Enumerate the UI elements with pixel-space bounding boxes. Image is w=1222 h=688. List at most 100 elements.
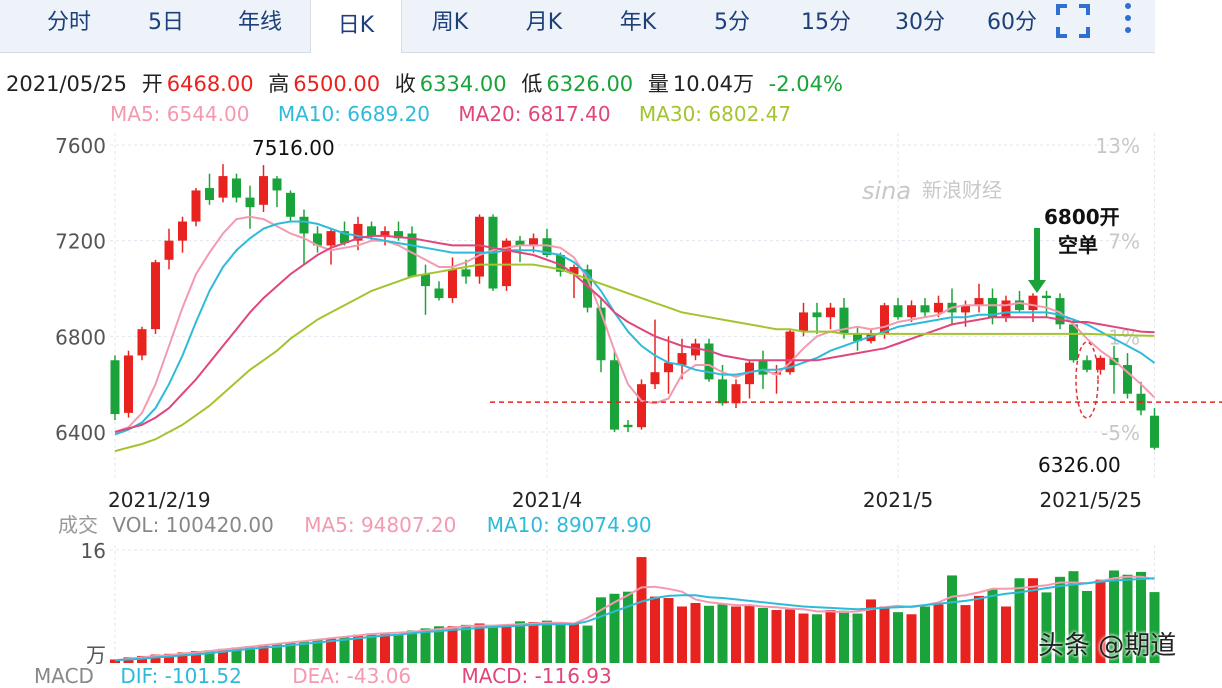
vol-unit-label: 万 [86,643,106,667]
candle-body [137,329,147,356]
candle-body [191,190,201,222]
volume-bar [1028,578,1038,663]
tab-monthly-k[interactable]: 月K [525,10,563,35]
candle-body [245,197,255,208]
close-label: 收 [394,72,416,96]
volume-bar [704,605,714,663]
tab-yearline[interactable]: 年线 [237,10,282,35]
tab-15min[interactable]: 15分 [801,10,851,35]
candle-body [691,343,700,356]
tab-60min[interactable]: 60分 [987,10,1037,35]
candle-body [853,333,862,342]
volume-bar [420,628,431,663]
ma20-legend: MA20: 6817.40 [458,102,611,126]
more-vertical-icon[interactable] [1118,0,1142,46]
volume-bar [231,647,242,663]
price-tick-label: 7200 [55,230,106,254]
candle-body [934,302,943,313]
pct-tick-label: 7% [1108,230,1140,254]
volume-bar [407,630,417,663]
volume-bar [204,650,215,663]
candle-body [785,331,795,373]
candle-body [799,312,808,332]
tab-yearly-k[interactable]: 年K [619,10,657,35]
tab-weekly-k[interactable]: 周K [431,10,469,35]
volume-bar [812,614,822,663]
candle-body [272,178,282,191]
volume-bar [987,589,998,663]
volume-bar [447,626,458,663]
volume-bar [285,642,296,663]
volume-bar [366,633,377,663]
candle-body [124,355,133,413]
high-price-label: 7516.00 [252,136,335,160]
volume-bar [947,575,957,663]
fullscreen-icon[interactable] [1056,0,1092,46]
ma-line-ma30 [114,263,1155,453]
tab-timeshare[interactable]: 分时 [46,10,91,35]
candle-body [839,307,849,334]
volume-bar [555,622,566,663]
volume-bar [879,606,890,663]
candle-body [596,307,606,361]
volume-bar [528,622,539,663]
volume-bar [177,652,188,663]
high-label: 高 [268,72,290,96]
author-signature: 头条 @期道 [1038,631,1177,661]
candle-body [286,192,295,217]
short-entry-arrow-head [1028,280,1046,293]
tab-5min[interactable]: 5分 [714,10,750,35]
close-value: 6334.00 [419,72,507,96]
candle-body [421,274,430,287]
candle-body [988,298,997,318]
volume-bar [1149,592,1160,663]
pct-tick-label: 13% [1096,134,1140,158]
volume-bar [218,648,228,663]
candle-body [731,384,741,404]
candle-body [367,226,376,236]
volume-bar [393,634,404,663]
candle-body [664,362,673,373]
candle-body [475,216,484,277]
volume-bar [515,621,525,663]
candle-body [313,233,322,246]
period-tab-bar: 分时 5日 年线 日K 周K 月K 年K 5分 15分 30分 60分 [0,0,1155,53]
candle-body [920,305,930,313]
volume-bar [636,557,647,663]
volume-bar [474,623,485,663]
high-value: 6500.00 [293,72,381,96]
candle-body [880,305,889,334]
price-tick-label: 6400 [55,421,106,445]
candle-body [529,238,538,246]
candle-body [718,379,727,404]
candle-body [1042,295,1051,299]
tab-daily-k[interactable]: 日K [310,0,402,53]
vol-ma-line-ma10 [114,577,1155,662]
highlight-ellipse [1075,341,1099,419]
volume-bar [839,610,849,663]
watermark-logo-text: sina [862,177,911,205]
volume-bar [258,644,269,663]
volume-bar [690,602,701,663]
arrow-text-line1: 6800开 [1044,205,1120,229]
tab-5day[interactable]: 5日 [148,10,184,35]
candle-body [218,176,228,198]
volume-bar [1041,592,1052,663]
volume-bar [974,595,984,663]
candle-body [907,305,916,318]
candle-body [961,305,970,313]
volume-bar [1136,571,1146,663]
ma-line-ma20 [114,234,1155,433]
candle-body [1150,415,1159,448]
date-axis-label: 2021/2/19 [108,488,211,512]
tab-30min[interactable]: 30分 [895,10,945,35]
candle-body [151,262,160,330]
candle-body [1069,324,1078,361]
candle-body [1001,300,1011,318]
volume-bar [191,650,201,663]
candle-body [556,255,565,272]
candle-body [502,240,511,287]
volume-bar [380,632,390,663]
volume-bar [110,659,120,663]
volume-bar [1122,574,1133,663]
